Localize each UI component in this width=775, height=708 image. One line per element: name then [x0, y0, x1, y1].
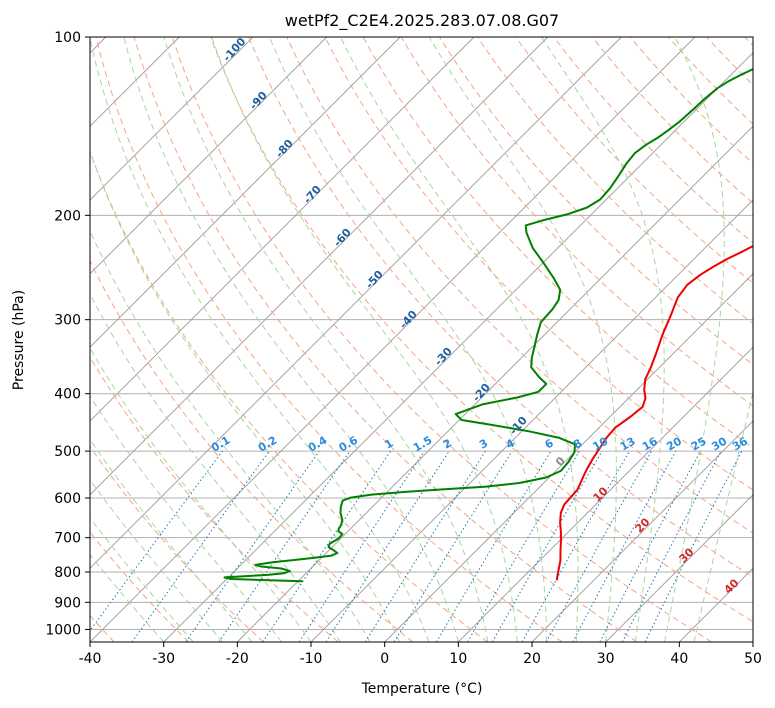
dry-adiabat-line [591, 37, 753, 204]
plot-frame [89, 36, 754, 643]
dry-adiabat-line [248, 37, 753, 578]
moist-adiabat-line [90, 553, 165, 642]
mixing-ratio-line [131, 450, 270, 642]
dry-adiabat-line [477, 37, 753, 325]
mixing-ratio-line [521, 450, 630, 642]
isotherm-line [384, 273, 753, 642]
mixing-ratio-line [325, 450, 450, 642]
moist-adiabat-line [340, 37, 579, 642]
isotherm-line [163, 52, 753, 642]
isotherm-line [90, 37, 328, 275]
x-tick-label: 20 [523, 651, 541, 667]
isotherm-line [90, 37, 696, 642]
dry-adiabat-line [324, 37, 753, 491]
y-tick-label: 800 [54, 565, 81, 581]
moist-adiabat-line [90, 438, 253, 642]
moist-adiabat-line [90, 293, 341, 642]
dewpoint-profile-line [223, 68, 753, 583]
moist-adiabat-line [90, 149, 400, 642]
y-tick-label: 700 [54, 531, 81, 547]
x-tick-label: -10 [300, 651, 323, 667]
x-tick-label: 30 [597, 651, 615, 667]
x-axis-ticks: -40 -30 -20 -10 0 10 20 30 40 50 [79, 642, 762, 667]
x-tick-label: 50 [744, 651, 762, 667]
mixing-ratio-line [572, 450, 677, 642]
x-tick-label: -40 [79, 651, 102, 667]
isotherm-line [90, 37, 475, 422]
isotherm-line [90, 37, 622, 569]
y-tick-label: 100 [54, 30, 81, 46]
moist-adiabat-line [664, 37, 725, 642]
mixing-ratio-line [262, 450, 392, 642]
y-tick-label: 1000 [45, 622, 81, 638]
moist-adiabat-line [90, 229, 371, 642]
dry-adiabat-line [133, 37, 638, 642]
y-tick-label: 500 [54, 444, 81, 460]
sounding-profiles [223, 68, 753, 583]
x-tick-label: 40 [670, 651, 688, 667]
dry-adiabat-line [210, 37, 753, 623]
moist-adiabat-line [540, 37, 665, 642]
moist-adiabat-line [123, 37, 459, 642]
isotherm-line [457, 346, 753, 642]
x-tick-label: -20 [226, 651, 249, 667]
dry-adiabat-line [400, 37, 753, 407]
y-axis-ticks: 100 200 300 400 500 600 700 800 900 1000 [45, 30, 90, 638]
pressure-grid [90, 36, 753, 630]
isotherm-line [605, 494, 753, 642]
dry-adiabat-line [90, 259, 414, 642]
moist-adiabat-line [90, 479, 223, 642]
dry-adiabat-line [515, 37, 753, 284]
isotherm-line [531, 420, 753, 642]
isotherm-line [90, 37, 254, 201]
moist-adiabat-line [90, 394, 282, 642]
isotherm-line [90, 37, 549, 496]
temperature-profile-line [555, 244, 753, 581]
y-tick-label: 400 [54, 387, 81, 403]
dry-adiabat-line [362, 37, 753, 449]
dry-adiabat-line [95, 37, 563, 642]
moist-adiabat-line [90, 517, 194, 642]
moist-adiabat-line [90, 347, 312, 642]
x-tick-label: -30 [152, 651, 175, 667]
chart-title: wetPf2_C2E4.2025.283.07.08.G07 [285, 11, 559, 31]
isotherm-line [90, 37, 401, 348]
y-tick-label: 300 [54, 313, 81, 329]
moist-adiabat-line [211, 37, 518, 642]
dry-adiabat-line [90, 445, 264, 642]
y-tick-label: 900 [54, 595, 81, 611]
x-axis-title: Temperature (°C) [361, 681, 483, 697]
x-tick-label: 0 [380, 651, 389, 667]
mixing-ratio-line [218, 450, 351, 642]
y-tick-label: 600 [54, 491, 81, 507]
moist-adiabat-line [163, 37, 489, 642]
moist-adiabat-line [693, 390, 753, 642]
mixing-ratio-line [393, 450, 513, 642]
moist-adiabat-line [269, 37, 548, 642]
dry-adiabat-line [171, 37, 712, 642]
mixing-ratio-line [185, 450, 320, 642]
y-axis-title: Pressure (hPa) [11, 290, 27, 390]
mixing-ratio-line [298, 450, 425, 642]
mixing-ratio-line [545, 450, 653, 642]
thermodynamic-lines [90, 37, 753, 642]
moist-adiabat-line [90, 37, 430, 642]
dry-adiabat-line [629, 37, 753, 165]
mixing-ratio-line [644, 450, 743, 642]
y-tick-label: 200 [54, 208, 81, 224]
moist-adiabat-line [428, 37, 617, 642]
x-tick-label: 10 [449, 651, 467, 667]
mixing-ratio-line [90, 450, 223, 632]
isotherm-line [236, 125, 753, 642]
